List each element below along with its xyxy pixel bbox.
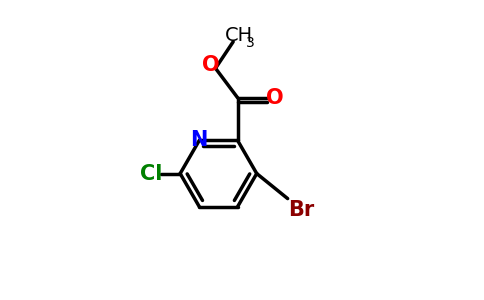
- Text: O: O: [267, 88, 284, 108]
- Text: 3: 3: [246, 36, 255, 50]
- Text: CH: CH: [225, 26, 253, 45]
- Text: O: O: [202, 55, 220, 75]
- Text: Br: Br: [288, 200, 314, 220]
- Text: Cl: Cl: [139, 164, 162, 184]
- Text: N: N: [191, 130, 208, 150]
